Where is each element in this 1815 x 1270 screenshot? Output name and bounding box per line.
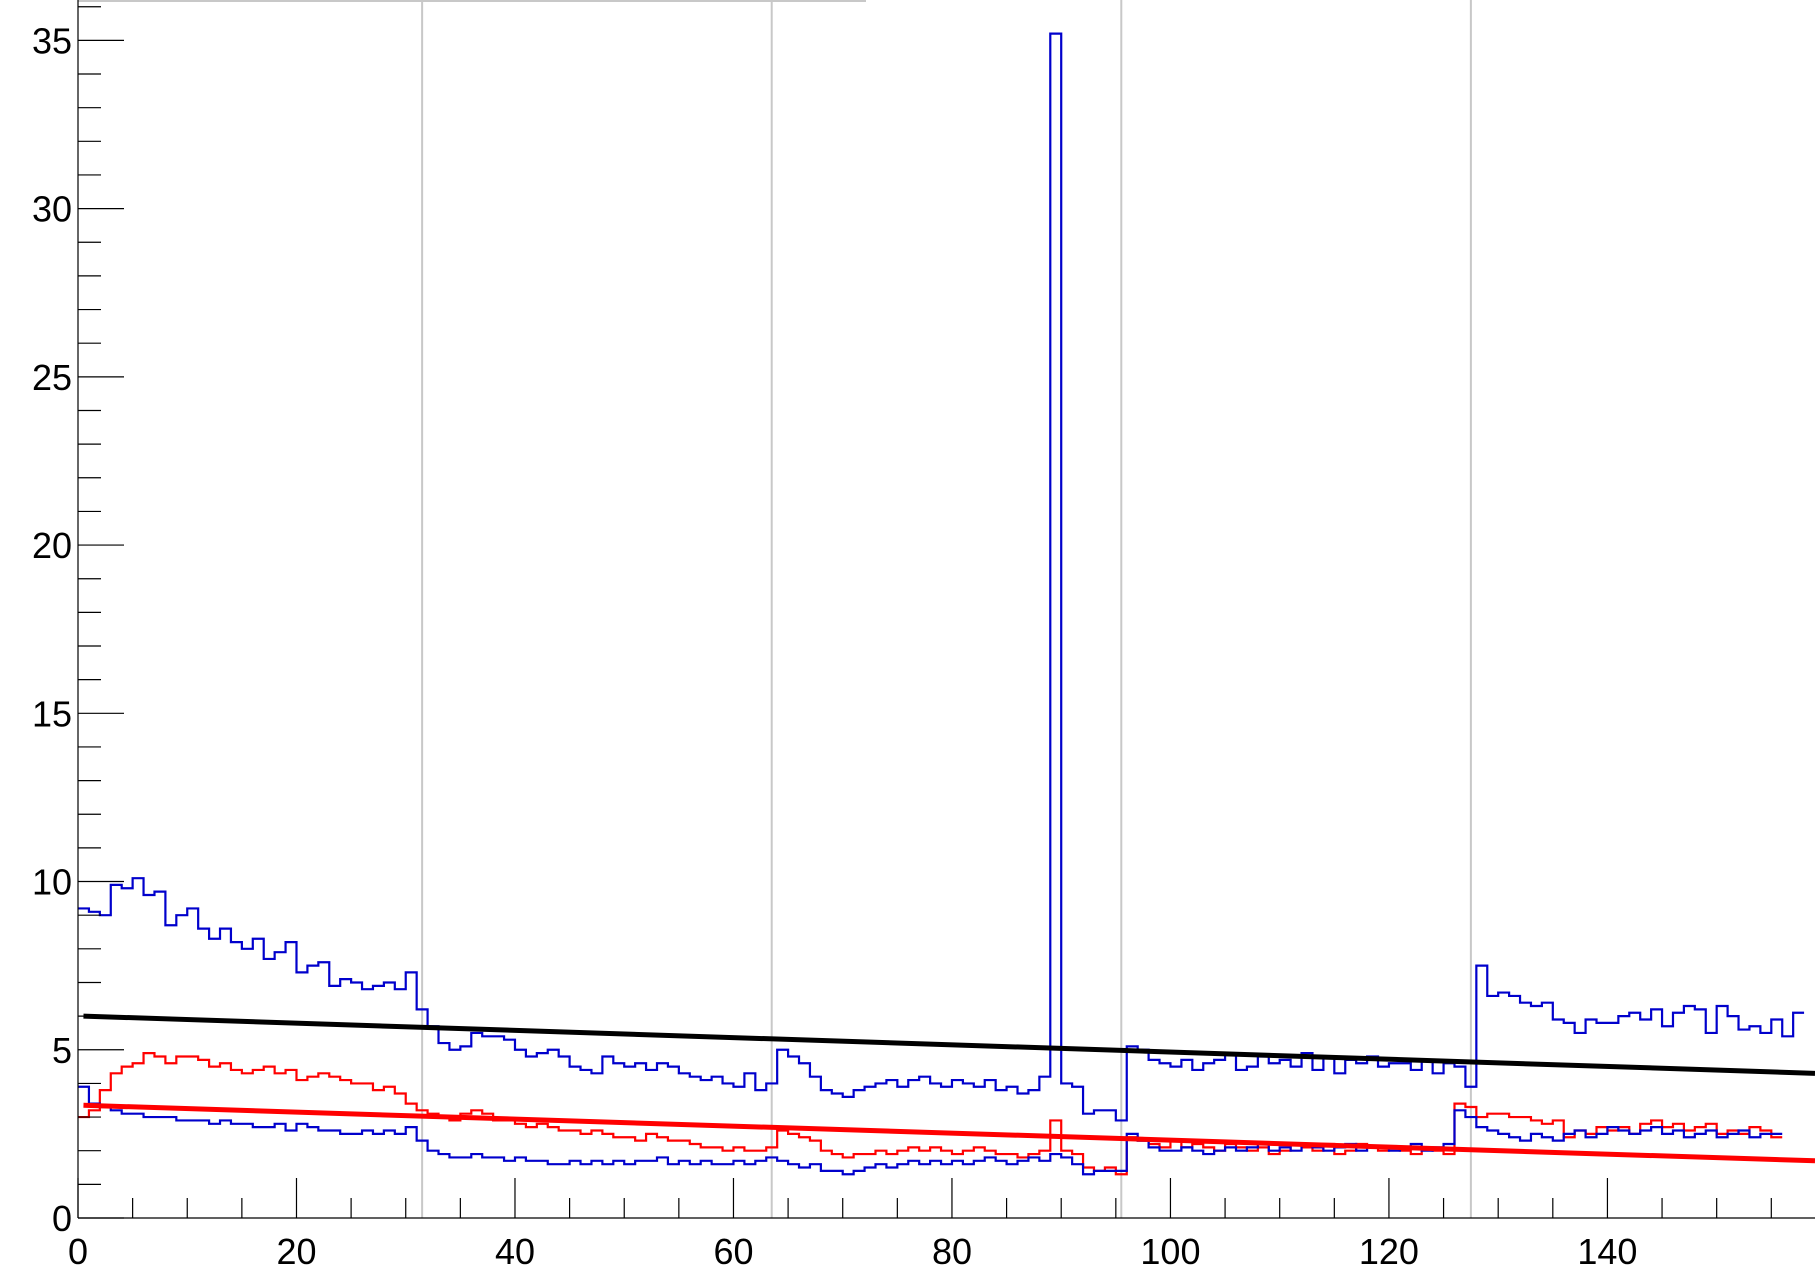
- y-tick-label-5: 5: [52, 1030, 72, 1071]
- x-tick-label-120: 120: [1359, 1231, 1419, 1270]
- section-dividers: [421, 0, 1472, 1218]
- y-tick-label-30: 30: [32, 189, 72, 230]
- y-tick-label-15: 15: [32, 693, 72, 734]
- series-fit-line-3: [83, 1013, 1815, 1076]
- y-tick-label-20: 20: [32, 525, 72, 566]
- x-tick-label-80: 80: [932, 1231, 972, 1270]
- series-fit-line-4: [83, 1102, 1815, 1164]
- x-tick-label-20: 20: [276, 1231, 316, 1270]
- x-tick-label-60: 60: [713, 1231, 753, 1270]
- series-layer: [78, 32, 1815, 1176]
- x-tick-label-100: 100: [1140, 1231, 1200, 1270]
- series-step-0: [78, 32, 1805, 1122]
- y-tick-label-35: 35: [32, 20, 72, 61]
- x-tick-label-140: 140: [1577, 1231, 1637, 1270]
- series-step-1: [78, 1052, 1783, 1176]
- axes: 0 5 10 15 20 25 30 35 0 20 40 60 80 100 120 140: [32, 0, 1815, 1270]
- x-tick-label-0: 0: [68, 1231, 88, 1270]
- series-step-2: [78, 1085, 1783, 1176]
- x-tick-label-40: 40: [495, 1231, 535, 1270]
- y-tick-label-25: 25: [32, 357, 72, 398]
- y-tick-label-0: 0: [52, 1198, 72, 1239]
- y-tick-label-10: 10: [32, 862, 72, 903]
